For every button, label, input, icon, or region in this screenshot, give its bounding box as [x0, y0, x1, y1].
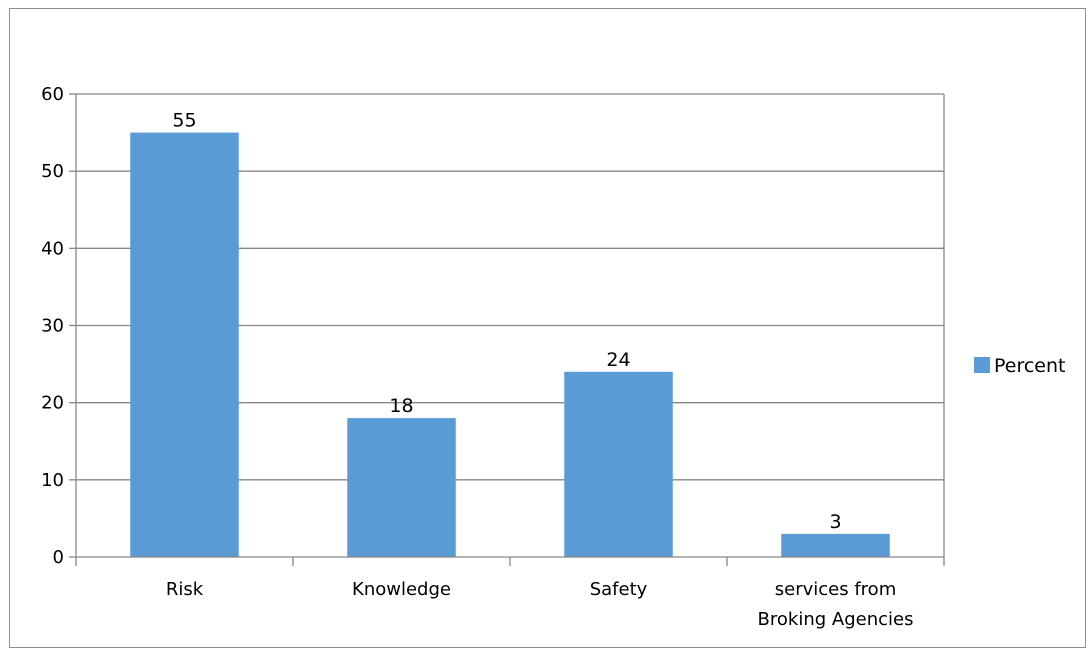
bar [564, 371, 673, 557]
bars [130, 132, 890, 558]
x-category-label-line: Safety [590, 579, 648, 600]
data-label: 18 [389, 395, 413, 417]
y-tick-label: 50 [41, 161, 64, 182]
y-tick-label: 10 [41, 470, 64, 491]
y-tick-label: 60 [41, 84, 64, 105]
y-tick-label: 20 [41, 393, 64, 414]
data-label: 55 [172, 110, 196, 132]
bar [781, 533, 890, 557]
x-category-label: Risk [166, 579, 204, 600]
legend: Percent [974, 355, 1066, 377]
x-category-label: services from Broking Agencies [758, 579, 914, 630]
y-tick-label: 0 [53, 547, 64, 568]
legend-swatch [974, 357, 990, 373]
x-category-label: Knowledge [352, 579, 451, 600]
y-tick-label: 30 [41, 316, 64, 337]
bar [347, 418, 456, 557]
labels: 0 10 20 30 40 50 60 55 Risk 18 Knowledge 24 Safety 3 s… [41, 84, 913, 630]
legend-label: Percent [994, 355, 1066, 377]
axes [69, 93, 945, 566]
data-label: 3 [829, 511, 841, 533]
y-tick-label: 40 [41, 238, 64, 259]
data-label: 24 [606, 349, 630, 371]
x-category-label-line: Knowledge [352, 579, 451, 600]
x-category-label-line: Broking Agencies [758, 609, 914, 630]
bar [130, 132, 239, 558]
x-category-label-line: Risk [166, 579, 204, 600]
x-category-label-line: services from [775, 579, 896, 600]
x-category-label: Safety [590, 579, 648, 600]
